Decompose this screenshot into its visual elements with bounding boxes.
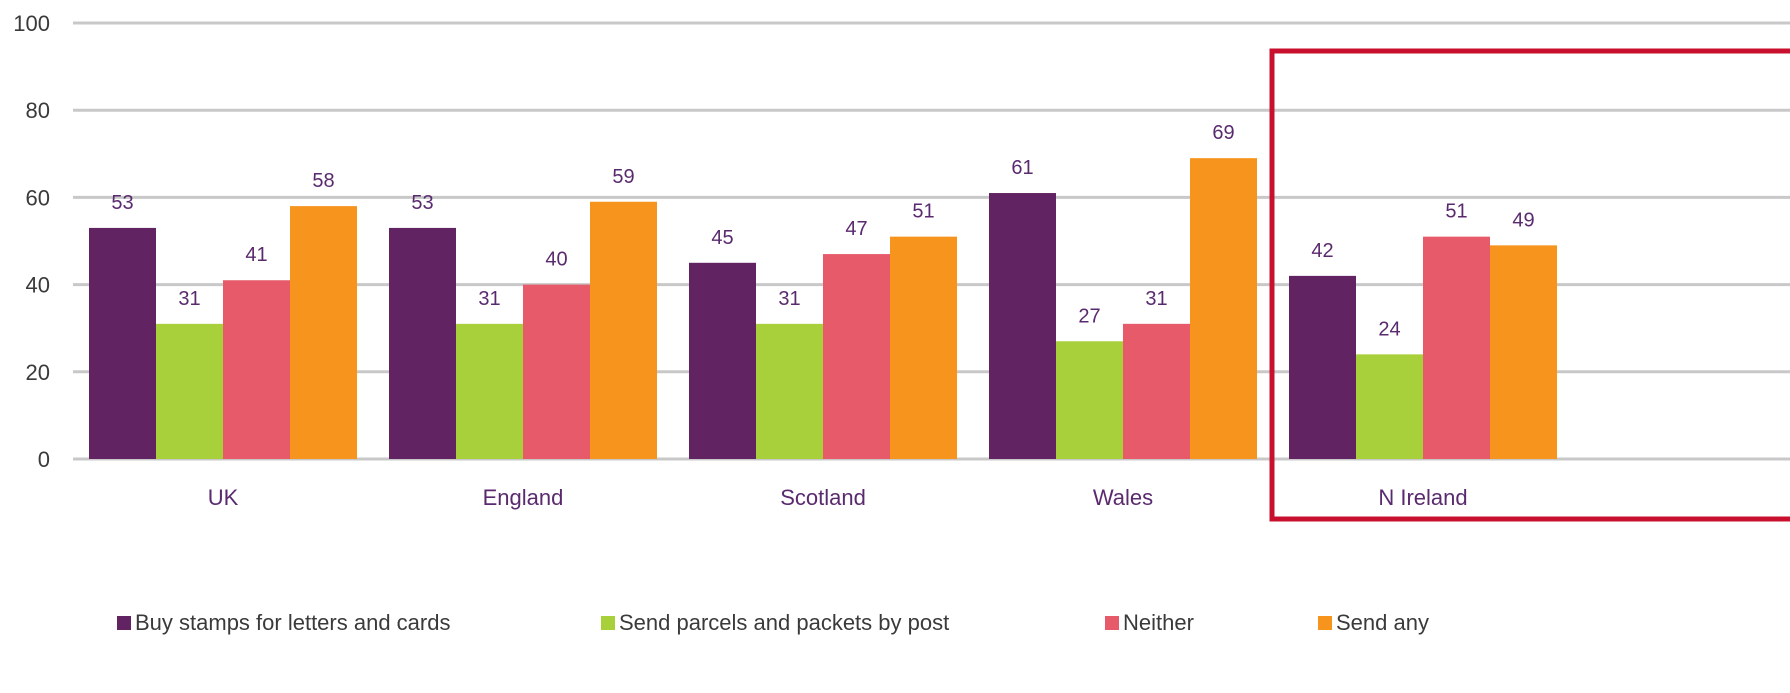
data-label: 59	[612, 166, 634, 188]
data-label: 53	[411, 192, 433, 214]
legend-swatch	[1105, 616, 1119, 630]
data-label: 45	[711, 227, 733, 249]
data-label: 51	[912, 201, 934, 223]
bar-n-ireland-series-4	[1490, 245, 1557, 459]
y-tick-label: 60	[26, 185, 50, 210]
data-label: 41	[245, 244, 267, 266]
bar-n-ireland-series-1	[1289, 275, 1356, 459]
legend-label: Buy stamps for letters and cards	[135, 610, 450, 635]
bar-wales-series-4	[1190, 158, 1257, 459]
legend-swatch	[1318, 616, 1332, 630]
data-label: 69	[1212, 122, 1234, 144]
data-label: 31	[778, 288, 800, 310]
data-label: 40	[545, 249, 567, 271]
data-label: 53	[111, 192, 133, 214]
bar-n-ireland-series-2	[1356, 354, 1423, 459]
legend-label: Neither	[1123, 610, 1194, 635]
bar-scotland-series-2	[756, 323, 823, 459]
category-label: Wales	[1093, 485, 1153, 510]
bar-uk-series-1	[89, 227, 156, 459]
bar-scotland-series-4	[890, 236, 957, 459]
category-label: England	[483, 485, 564, 510]
data-label: 31	[178, 288, 200, 310]
bar-england-series-1	[389, 227, 456, 459]
data-label: 47	[845, 218, 867, 240]
legend-label: Send parcels and packets by post	[619, 610, 949, 635]
legend-swatch	[601, 616, 615, 630]
bar-n-ireland-series-3	[1423, 236, 1490, 459]
data-label: 49	[1512, 209, 1534, 231]
y-axis-ticks: 0 20 40 60 80 100	[13, 11, 50, 472]
data-label: 61	[1011, 157, 1033, 179]
data-label: 51	[1445, 201, 1467, 223]
bar-uk-series-4	[290, 206, 357, 459]
highlight-box-rect	[1269, 48, 1790, 522]
bar-england-series-4	[590, 201, 657, 459]
bar-uk-series-3	[223, 280, 290, 459]
legend: Buy stamps for letters and cards Send par…	[117, 610, 1429, 635]
data-label: 24	[1378, 318, 1400, 340]
y-tick-label: 0	[38, 447, 50, 472]
data-label: 42	[1311, 240, 1333, 262]
data-label: 58	[312, 170, 334, 192]
data-label: 31	[478, 288, 500, 310]
y-tick-label: 100	[13, 11, 50, 36]
data-label: 27	[1078, 305, 1100, 327]
bar-scotland-series-3	[823, 254, 890, 459]
highlight-box	[1269, 48, 1790, 522]
category-label: N Ireland	[1378, 485, 1467, 510]
y-tick-label: 40	[26, 273, 50, 298]
bar-wales-series-2	[1056, 341, 1123, 459]
bar-england-series-3	[523, 284, 590, 459]
bar-wales-series-1	[989, 193, 1056, 460]
data-labels: 53 31 41 58 53 31 40 59 45 31 47 51 61 27 31 69 42 24 51 49	[111, 122, 1534, 340]
y-tick-label: 20	[26, 360, 50, 385]
y-tick-label: 80	[26, 98, 50, 123]
category-label: UK	[208, 485, 239, 510]
legend-label: Send any	[1336, 610, 1429, 635]
data-label: 31	[1145, 288, 1167, 310]
legend-swatch	[117, 616, 131, 630]
category-label: Scotland	[780, 485, 866, 510]
bar-scotland-series-1	[689, 262, 756, 459]
bar-uk-series-2	[156, 323, 223, 459]
bar-england-series-2	[456, 323, 523, 459]
category-labels: UK England Scotland Wales N Ireland	[208, 485, 1468, 510]
bars	[89, 158, 1557, 460]
bar-wales-series-3	[1123, 323, 1190, 459]
